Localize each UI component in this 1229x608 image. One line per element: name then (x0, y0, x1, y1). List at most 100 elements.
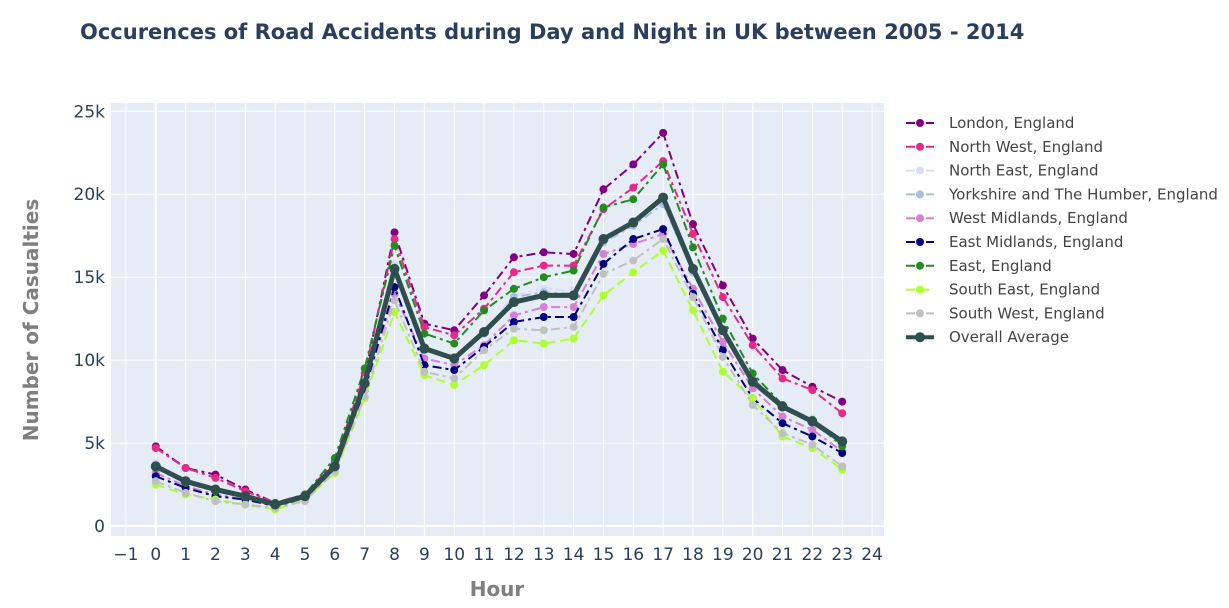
legend-item[interactable]: North West, England (906, 138, 1103, 156)
legend-item[interactable]: South West, England (906, 304, 1105, 322)
data-point (509, 268, 518, 277)
series-8 (151, 235, 847, 512)
data-point (629, 195, 638, 204)
data-point (509, 324, 518, 333)
data-point (747, 376, 758, 387)
data-point (808, 432, 817, 441)
x-tick-label: 4 (270, 545, 281, 565)
y-axis-title: Number of Casualties (19, 199, 43, 441)
x-tick-label: 21 (772, 545, 794, 565)
data-point (808, 440, 817, 449)
data-point (211, 497, 220, 506)
x-tick-label: 18 (682, 545, 704, 565)
data-point (599, 259, 608, 268)
legend-label: Overall Average (949, 328, 1069, 346)
data-point (539, 339, 548, 348)
data-point (569, 266, 578, 275)
data-point (687, 263, 698, 274)
x-tick-label: 22 (802, 545, 824, 565)
x-tick-label: 11 (473, 545, 495, 565)
x-tick-label: 10 (443, 545, 465, 565)
legend-item[interactable]: Yorkshire and The Humber, England (906, 185, 1218, 203)
legend: London, England North West, England North … (906, 114, 1218, 346)
data-point (807, 416, 818, 427)
data-point (688, 293, 697, 302)
legend-item[interactable]: London, England (906, 114, 1074, 132)
legend-item[interactable]: Overall Average (906, 328, 1069, 346)
x-axis-title: Hour (470, 577, 525, 601)
x-tick-label: 0 (150, 545, 161, 565)
data-point (450, 381, 459, 390)
legend-swatch-marker (916, 214, 924, 223)
legend-label: London, England (949, 114, 1074, 132)
data-point (748, 341, 757, 350)
data-point (419, 343, 430, 354)
x-tick-label: 5 (300, 545, 311, 565)
series-9 (150, 192, 848, 510)
legend-swatch-marker (916, 190, 924, 199)
x-tick-label: 19 (712, 545, 734, 565)
data-point (659, 235, 668, 244)
data-point (151, 477, 160, 486)
data-point (838, 449, 847, 458)
chart-title: Occurences of Road Accidents during Day … (80, 20, 1025, 44)
data-point (659, 225, 668, 234)
legend-item[interactable]: South East, England (906, 281, 1100, 299)
data-point (420, 329, 429, 338)
data-point (509, 253, 518, 262)
data-point (838, 397, 847, 406)
data-point (479, 326, 490, 337)
series-line (154, 195, 844, 507)
data-point (390, 241, 399, 250)
legend-label: South East, England (949, 281, 1100, 299)
legend-item[interactable]: East, England (906, 257, 1052, 275)
data-point (569, 334, 578, 343)
data-point (748, 400, 757, 409)
legend-label: East Midlands, England (949, 233, 1123, 251)
data-point (778, 366, 787, 375)
data-point (748, 394, 757, 403)
legend-swatch-marker (916, 309, 924, 318)
data-point (539, 303, 548, 312)
x-tick-label: 15 (593, 545, 615, 565)
data-point (241, 500, 250, 509)
data-point (718, 367, 727, 376)
data-point (629, 183, 638, 192)
legend-item[interactable]: West Midlands, England (906, 209, 1128, 227)
data-point (718, 281, 727, 290)
y-tick-label: 10k (74, 351, 106, 371)
x-tick-label: 13 (533, 545, 555, 565)
series-line (155, 238, 843, 509)
data-point (659, 128, 668, 137)
data-point (210, 484, 221, 495)
data-point (539, 261, 548, 270)
y-tick-label: 15k (74, 268, 106, 288)
x-tick-label: 2 (210, 545, 221, 565)
data-point (480, 346, 489, 355)
data-point (450, 374, 459, 383)
legend-swatch-marker (916, 166, 924, 175)
x-tick-label: 14 (563, 545, 585, 565)
data-point (538, 290, 549, 301)
legend-swatch-marker (916, 261, 924, 270)
data-point (778, 419, 787, 428)
data-point (181, 463, 190, 472)
data-point (688, 243, 697, 252)
data-point (659, 246, 668, 255)
legend-swatch-marker (916, 119, 924, 127)
legend-swatch-marker (916, 142, 924, 151)
data-point (390, 296, 399, 305)
legend-label: North West, England (949, 138, 1103, 156)
x-tick-label: 9 (419, 545, 430, 565)
data-point (629, 256, 638, 265)
data-point (599, 269, 608, 278)
legend-item[interactable]: East Midlands, England (906, 233, 1123, 251)
x-tick-label: 1 (180, 545, 191, 565)
data-point (329, 461, 340, 472)
legend-item[interactable]: North East, England (906, 162, 1099, 180)
data-point (658, 192, 669, 203)
x-tick-label: 16 (622, 545, 644, 565)
data-point (181, 488, 190, 497)
